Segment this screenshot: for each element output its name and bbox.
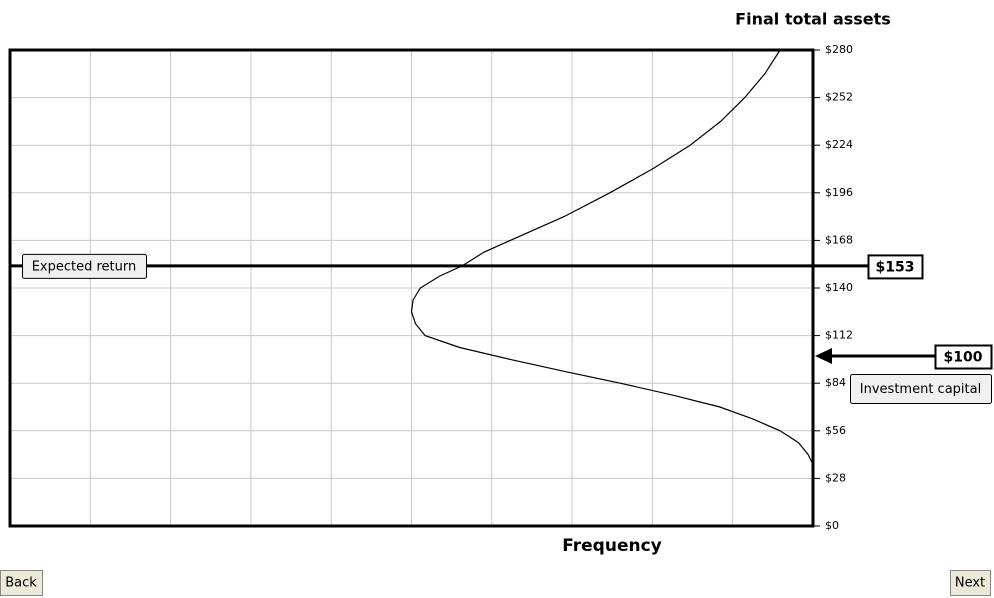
y-tick-label: $84 [825, 376, 846, 389]
y-tick-label: $56 [825, 424, 846, 437]
capital-value-box [934, 344, 993, 370]
y-tick-label: $168 [825, 233, 853, 246]
y-tick-label: $252 [825, 91, 853, 104]
back-button-label[interactable]: Back [5, 576, 37, 591]
y-tick-label: $28 [825, 471, 846, 484]
y-tick-label: $224 [825, 138, 853, 151]
plot-frame [8, 48, 815, 528]
expected-return-label-box [22, 253, 147, 279]
capital-value: $100 [944, 350, 983, 366]
next-button-label[interactable]: Next [955, 576, 985, 591]
next-button[interactable]: Next [950, 570, 991, 596]
capital-arrowhead [815, 348, 832, 364]
back-button[interactable]: Back [0, 570, 43, 596]
expected-return-value-box [867, 254, 924, 280]
y-axis-label: Final total assets [735, 10, 891, 29]
y-tick-label: $0 [825, 519, 839, 532]
y-tick-label: $112 [825, 329, 853, 342]
y-tick-label: $140 [825, 281, 853, 294]
y-tick-label: $196 [825, 186, 853, 199]
back-button-box[interactable] [0, 570, 43, 596]
expected-return-value: $153 [876, 259, 915, 275]
capital-label: Investment capital [860, 382, 981, 397]
capital-label-box [850, 374, 992, 404]
x-axis-label: Frequency [562, 536, 662, 556]
expected-return-label: Expected return [32, 259, 137, 274]
next-button-box[interactable] [950, 570, 991, 596]
y-tick-label: $280 [825, 43, 853, 56]
distribution-curve [410, 49, 814, 466]
